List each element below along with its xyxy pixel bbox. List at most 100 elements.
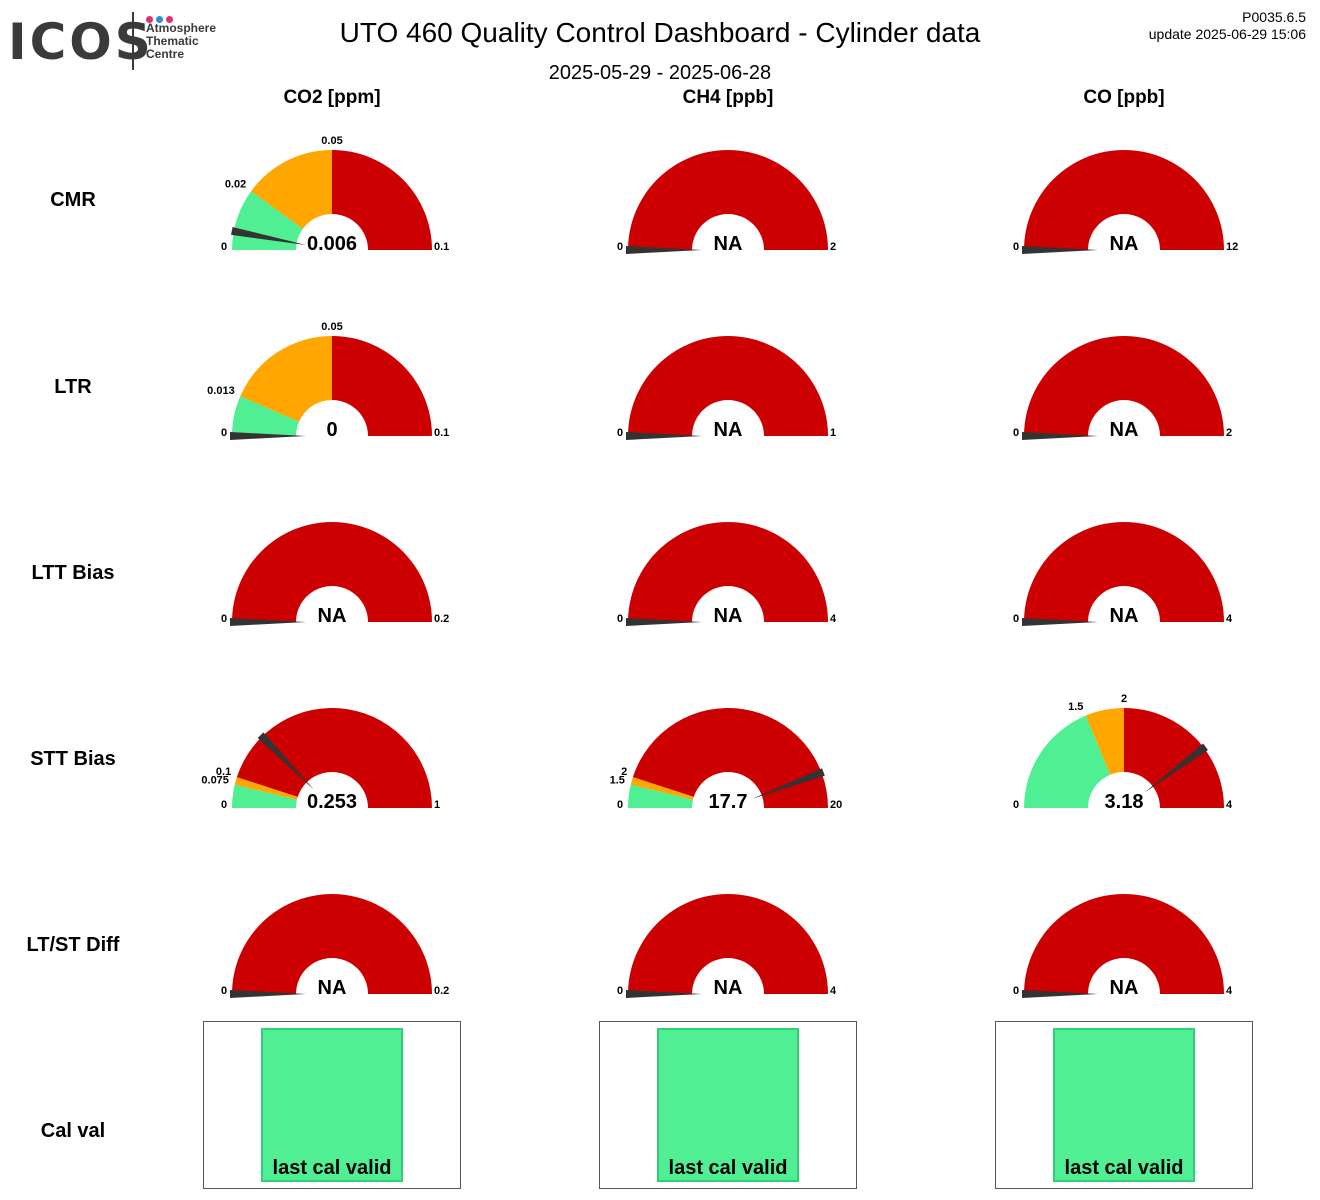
gauge-value-label: NA: [1110, 605, 1139, 627]
gauge-band-bad: [332, 150, 432, 250]
row-label-lt-st-diff: LT/ST Diff: [26, 934, 120, 956]
gauge-threshold-label: 2: [621, 766, 627, 778]
row-label-stt-bias: STT Bias: [30, 748, 116, 770]
gauge-value-label: 17.7: [709, 791, 748, 813]
gauge-value-label: 0: [326, 419, 337, 441]
gauge-min-label: 0: [1013, 799, 1019, 811]
column-header-co: CO [ppb]: [1083, 87, 1165, 108]
gauge-threshold-label: 1.5: [1068, 701, 1083, 713]
gauge-band-bad: [1024, 522, 1224, 622]
gauge-value-label: NA: [1110, 233, 1139, 255]
gauge-needle: [752, 768, 825, 799]
gauge-min-label: 0: [617, 799, 623, 811]
gauge-min-label: 0: [1013, 241, 1019, 253]
gauge-value-label: NA: [1110, 419, 1139, 441]
gauge-threshold-label: 0.013: [207, 385, 235, 397]
gauge-min-label: 0: [617, 427, 623, 439]
cal-status-text: last cal valid: [272, 1157, 392, 1179]
gauge-band-bad: [1024, 894, 1224, 994]
gauge: NA 0 4: [1013, 522, 1233, 627]
row-label-ltr: LTR: [54, 376, 92, 398]
gauge-band-warn: [251, 150, 332, 229]
gauge-threshold-label: 0.1: [216, 766, 231, 778]
gauge-band-bad: [628, 150, 828, 250]
gauge-threshold-label: 2: [1121, 693, 1127, 705]
version-info: P0035.6.5 update 2025-06-29 15:06: [1149, 9, 1306, 43]
gauge-value-label: NA: [714, 977, 743, 999]
gauge: NA 0 0.2: [221, 894, 449, 999]
gauge: 0 0 0.1 0.013 0.05: [207, 321, 449, 441]
gauge-max-label: 2: [1226, 427, 1232, 439]
gauge-needle: [1022, 246, 1098, 254]
cal-val-panel-co: last cal valid: [995, 1021, 1253, 1189]
gauge-band-bad: [232, 894, 432, 994]
gauge: NA 0 4: [1013, 894, 1233, 999]
gauge-max-label: 2: [830, 241, 836, 253]
gauge: NA 0 4: [617, 894, 837, 999]
icos-logo: ICOS Atmosphere Thematic Centre: [6, 8, 236, 74]
gauge-min-label: 0: [1013, 985, 1019, 997]
gauge: NA 0 0.2: [221, 522, 449, 627]
gauge-min-label: 0: [221, 985, 227, 997]
gauge-needle: [257, 732, 314, 790]
cal-status-text: last cal valid: [1064, 1157, 1184, 1179]
gauge-band-warn: [234, 777, 298, 800]
gauge-min-label: 0: [1013, 427, 1019, 439]
gauge-band-good: [1024, 715, 1111, 808]
gauge-value-label: NA: [1110, 977, 1139, 999]
gauge-value-label: NA: [714, 419, 743, 441]
column-header-co2: CO2 [ppm]: [283, 87, 381, 108]
gauge-max-label: 4: [830, 985, 837, 997]
gauge-value-label: NA: [714, 233, 743, 255]
gauge-max-label: 0.2: [434, 613, 449, 625]
gauge-needle: [626, 246, 702, 254]
cal-status-indicator: [657, 1028, 799, 1182]
gauge-max-label: 4: [830, 613, 837, 625]
logo-dot: [146, 16, 153, 23]
gauge-min-label: 0: [617, 613, 623, 625]
gauge-max-label: 4: [1226, 613, 1233, 625]
version-number: P0035.6.5: [1242, 9, 1306, 25]
logo-sub-line: Thematic: [146, 34, 199, 48]
gauge-max-label: 0.2: [434, 985, 449, 997]
gauge-max-label: 4: [1226, 985, 1233, 997]
gauge-max-label: 1: [830, 427, 836, 439]
gauge: 3.18 0 4 1.5 2: [1013, 693, 1233, 813]
gauge-band-bad: [1124, 708, 1224, 808]
logo-divider: [132, 12, 134, 70]
gauge-needle: [1022, 990, 1098, 998]
gauge-band-warn: [630, 777, 694, 800]
gauge-min-label: 0: [221, 427, 227, 439]
dashboard-title: UTO 460 Quality Control Dashboard - Cyli…: [339, 17, 981, 48]
gauge-band-bad: [628, 894, 828, 994]
gauge: NA 0 2: [617, 150, 836, 255]
logo-dot: [166, 16, 173, 23]
logo-subtitle: Atmosphere Thematic Centre: [146, 22, 216, 61]
gauge-min-label: 0: [1013, 613, 1019, 625]
gauge-value-label: NA: [714, 605, 743, 627]
gauge-value-label: NA: [318, 977, 347, 999]
row-label-cmr: CMR: [50, 189, 96, 211]
gauge-value-label: 0.006: [307, 233, 357, 255]
row-label-cal-val: Cal val: [40, 1120, 106, 1142]
gauge-band-bad: [628, 336, 828, 436]
gauge-min-label: 0: [221, 613, 227, 625]
gauge-max-label: 0.1: [434, 241, 449, 253]
gauge-min-label: 0: [617, 985, 623, 997]
gauge: 0.006 0 0.1 0.02 0.05: [221, 135, 449, 255]
gauge-band-bad: [632, 707, 828, 808]
cal-status-indicator: [1053, 1028, 1195, 1182]
gauge: NA 0 4: [617, 522, 837, 627]
gauge-needle: [231, 226, 307, 246]
gauge-needle: [626, 618, 702, 626]
gauge-band-good: [232, 396, 299, 436]
gauge-needle: [230, 618, 306, 626]
gauge: 17.7 0 20 1.52: [610, 707, 842, 813]
gauge: NA 0 12: [1013, 150, 1238, 255]
gauge-value-label: 3.18: [1105, 791, 1144, 813]
gauge-threshold-label: 0.075: [201, 774, 229, 786]
date-range: 2025-05-29 - 2025-06-28: [548, 62, 772, 84]
logo-sub-line: Atmosphere: [146, 21, 217, 35]
